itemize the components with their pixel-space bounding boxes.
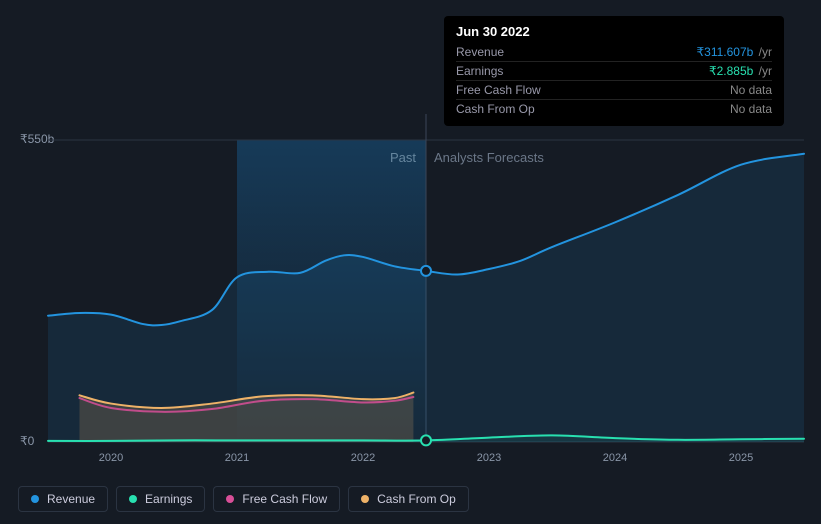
marker-earnings — [421, 435, 431, 445]
tooltip-row-value: ₹2.885b /yr — [709, 64, 772, 78]
tooltip-row-label: Free Cash Flow — [456, 83, 541, 97]
tooltip-row-label: Cash From Op — [456, 102, 535, 116]
x-axis-tick: 2023 — [477, 452, 501, 464]
legend-item-earnings[interactable]: Earnings — [116, 486, 205, 512]
tooltip-row-value: No data — [730, 83, 772, 97]
tooltip-title: Jun 30 2022 — [456, 24, 772, 39]
x-axis-tick: 2024 — [603, 452, 627, 464]
tooltip-row-0: Revenue ₹311.607b /yr — [456, 43, 772, 62]
legend-item-fcf[interactable]: Free Cash Flow — [213, 486, 340, 512]
x-axis-tick: 2022 — [351, 452, 375, 464]
legend-dot-icon — [226, 495, 234, 503]
x-axis-tick: 2021 — [225, 452, 249, 464]
tooltip-row-3: Cash From Op No data — [456, 100, 772, 118]
tooltip-row-label: Earnings — [456, 64, 503, 78]
legend-dot-icon — [129, 495, 137, 503]
legend-item-label: Cash From Op — [377, 492, 456, 506]
tooltip-row-1: Earnings ₹2.885b /yr — [456, 62, 772, 81]
legend-item-revenue[interactable]: Revenue — [18, 486, 108, 512]
legend-item-label: Free Cash Flow — [242, 492, 327, 506]
x-axis-tick: 2025 — [729, 452, 753, 464]
marker-revenue — [421, 266, 431, 276]
legend-item-label: Revenue — [47, 492, 95, 506]
x-axis-tick: 2020 — [99, 452, 123, 464]
chart-legend: Revenue Earnings Free Cash Flow Cash From O… — [18, 486, 469, 512]
tooltip-row-value: ₹311.607b /yr — [697, 45, 772, 59]
legend-item-label: Earnings — [145, 492, 192, 506]
tooltip-row-2: Free Cash Flow No data — [456, 81, 772, 100]
tooltip-row-value: No data — [730, 102, 772, 116]
chart-tooltip: Jun 30 2022 Revenue ₹311.607b /yr Earnings… — [444, 16, 784, 126]
legend-dot-icon — [361, 495, 369, 503]
legend-dot-icon — [31, 495, 39, 503]
legend-item-cfo[interactable]: Cash From Op — [348, 486, 469, 512]
tooltip-row-label: Revenue — [456, 45, 504, 59]
